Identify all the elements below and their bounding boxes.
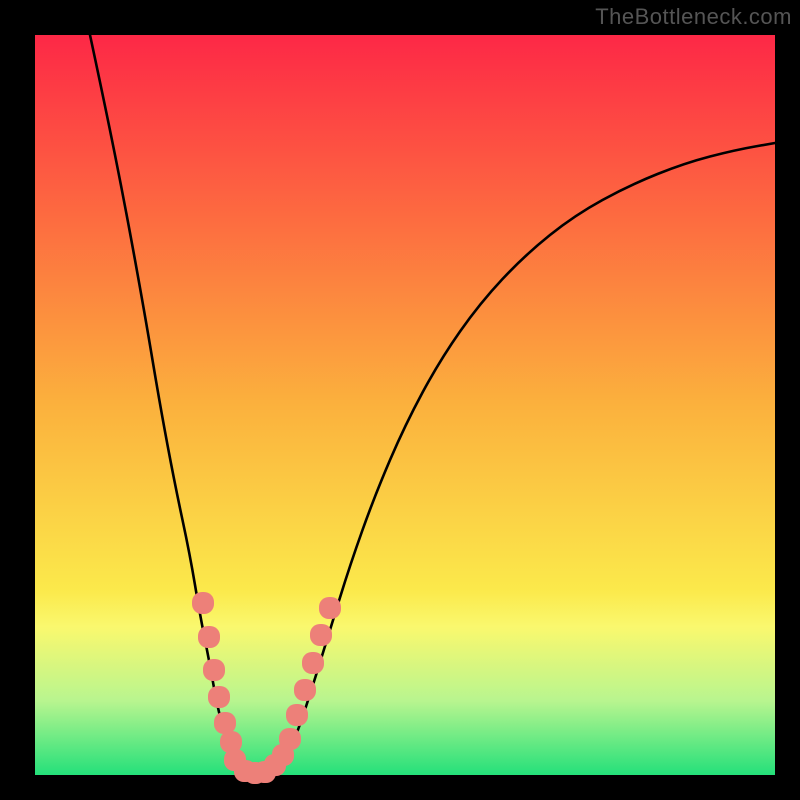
data-marker [214,712,236,734]
chart-container: TheBottleneck.com [0,0,800,800]
data-marker [192,592,214,614]
chart-svg-layer [0,0,800,800]
data-marker [279,728,301,750]
data-marker [302,652,324,674]
data-marker [286,704,308,726]
data-marker [294,679,316,701]
data-marker [198,626,220,648]
data-marker [203,659,225,681]
data-marker [310,624,332,646]
data-marker [208,686,230,708]
bottleneck-curve [90,35,775,775]
data-marker [319,597,341,619]
